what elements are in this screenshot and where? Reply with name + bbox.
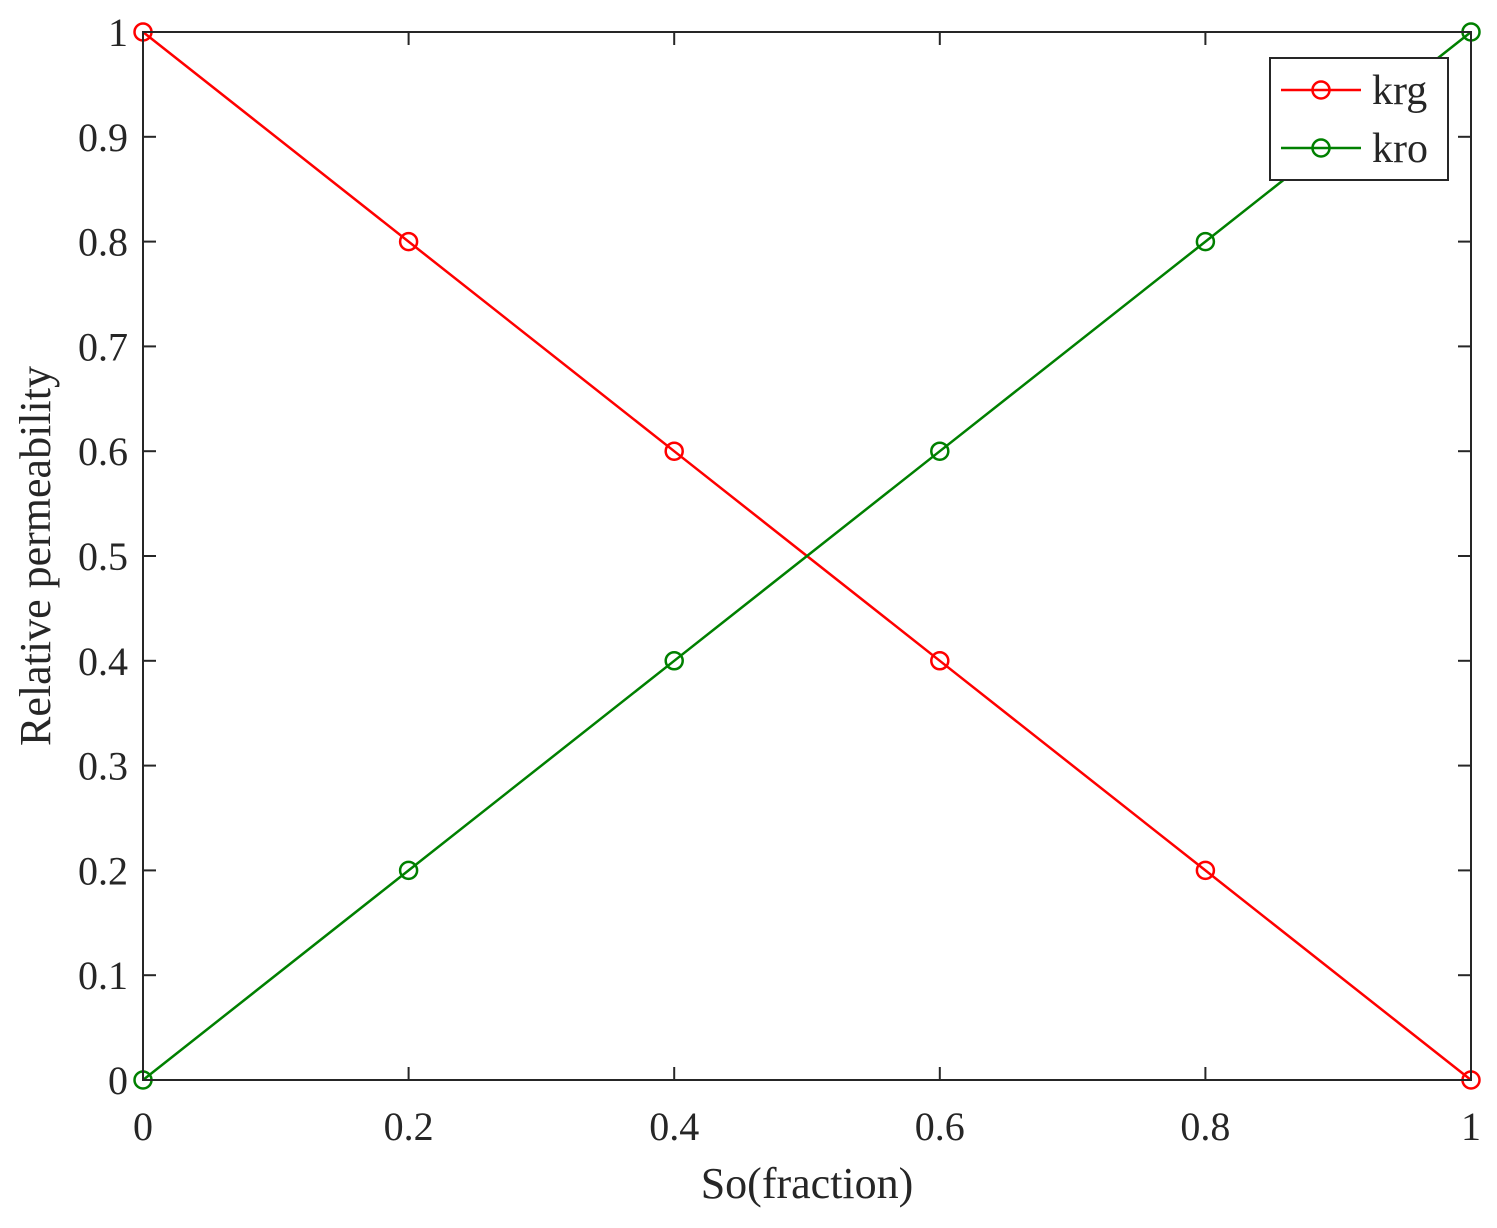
axes-box <box>142 31 1472 1081</box>
y-tick-label: 0.4 <box>78 639 128 684</box>
y-tick-label: 0.2 <box>78 848 128 893</box>
x-axis-title: So(fraction) <box>701 1159 914 1208</box>
legend-entry-krg: krg <box>1281 68 1427 114</box>
y-tick-label: 0.5 <box>78 534 128 579</box>
x-tick-label: 0.2 <box>384 1104 434 1149</box>
data-point-krg <box>930 651 950 671</box>
legend-entry-kro: kro <box>1281 126 1428 172</box>
y-tick-label: 0.3 <box>78 744 128 789</box>
x-tick-label: 0 <box>133 1104 153 1149</box>
data-point-kro <box>1195 231 1216 252</box>
legend-box <box>1269 57 1449 181</box>
legend-marker-kro <box>1311 138 1331 158</box>
x-tick-label: 1 <box>1461 1104 1481 1149</box>
data-point-kro <box>398 860 419 881</box>
series-line-kro <box>142 31 1472 1081</box>
data-point-krg <box>398 231 419 252</box>
legend-label-kro: kro <box>1372 126 1428 172</box>
legend-label-krg: krg <box>1372 68 1427 114</box>
data-point-krg <box>1195 860 1216 881</box>
tick-label-layer: 0 0.2 0.4 0.6 0.8 1 0 0.1 0.2 0.3 0.4 0.5 0.6 0.7 0.8 0… <box>78 10 1481 1149</box>
y-tick-label: 0 <box>108 1058 128 1103</box>
legend: krg kro <box>1269 57 1449 181</box>
legend-marker-krg <box>1311 80 1331 100</box>
y-tick-label: 0.7 <box>78 324 128 369</box>
data-point-kro <box>664 651 684 671</box>
x-tick-label: 0.6 <box>915 1104 965 1149</box>
y-tick-label: 1 <box>108 10 128 55</box>
x-tick-label: 0.4 <box>649 1104 699 1149</box>
y-tick-label: 0.8 <box>78 220 128 265</box>
data-point-kro <box>930 441 950 461</box>
y-tick-label: 0.9 <box>78 115 128 160</box>
x-tick-label: 0.8 <box>1180 1104 1230 1149</box>
data-point-krg <box>664 441 684 461</box>
y-axis-title: Relative permeability <box>11 366 60 746</box>
y-tick-label: 0.6 <box>78 429 128 474</box>
y-tick-label: 0.1 <box>78 953 128 998</box>
